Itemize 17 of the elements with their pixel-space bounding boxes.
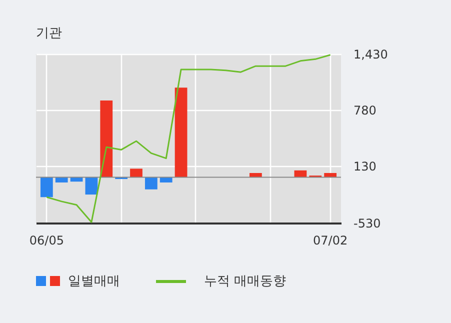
bar — [130, 168, 142, 178]
bar — [144, 177, 158, 190]
line-series — [46, 54, 332, 223]
bar — [40, 177, 53, 198]
bar — [100, 100, 113, 178]
x-tick-label: 06/05 — [29, 234, 64, 248]
chart-title: 기관 — [36, 25, 62, 42]
bar — [174, 88, 188, 178]
legend-label: 누적 매매동향 — [204, 273, 286, 290]
bar — [85, 177, 98, 195]
legend-label: 일별매매 — [68, 273, 120, 290]
x-tick-label: 07/02 — [313, 234, 348, 248]
y-tick-label: 130 — [354, 160, 376, 174]
y-tick-label: 1,430 — [354, 48, 388, 62]
y-tick-label: -530 — [354, 216, 381, 230]
bar — [294, 170, 307, 178]
y-tick-label: 780 — [354, 104, 376, 118]
